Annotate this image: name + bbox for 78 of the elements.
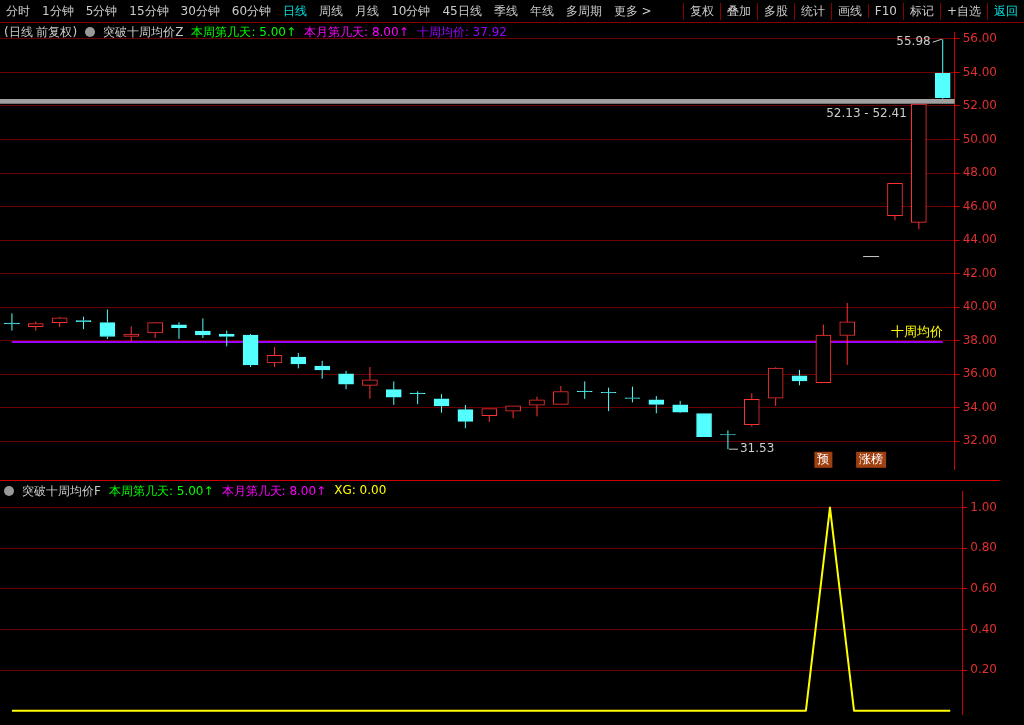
candlestick bbox=[600, 387, 617, 412]
y-tick-label: 1.00 bbox=[970, 499, 997, 514]
chart-subtitle: 突破十周均价Z bbox=[103, 24, 184, 41]
candlestick bbox=[266, 346, 283, 368]
y-tick-label: 46.00 bbox=[962, 198, 998, 213]
text: 30分钟 bbox=[179, 2, 221, 20]
y-tick-label: 42.00 bbox=[962, 265, 998, 280]
y-tick-label: 48.00 bbox=[962, 165, 998, 180]
y-tick-label: 38.00 bbox=[962, 332, 998, 347]
annotation: 涨榜 bbox=[859, 451, 884, 466]
annotation: 31.53 bbox=[739, 441, 775, 456]
y-tick-label: 50.00 bbox=[962, 131, 998, 146]
text: F10 bbox=[867, 4, 903, 18]
candlestick bbox=[648, 395, 665, 414]
text: 多周期 bbox=[564, 2, 603, 20]
text: 45日线 bbox=[441, 2, 483, 20]
candlestick bbox=[242, 334, 259, 368]
y-tick-label: 0.20 bbox=[970, 662, 997, 677]
y-tick-label: 54.00 bbox=[962, 64, 998, 79]
candlestick bbox=[51, 317, 68, 328]
candlestick bbox=[887, 182, 903, 221]
text: 复权 bbox=[682, 2, 720, 20]
annotation: 十周均价: 37.92 bbox=[416, 24, 507, 41]
text: 周线 bbox=[318, 2, 345, 20]
candlestick bbox=[481, 408, 498, 423]
candlestick bbox=[815, 324, 832, 384]
y-tick-label: 32.00 bbox=[962, 433, 998, 448]
y-tick-label: 52.00 bbox=[962, 98, 998, 113]
y-tick-label: 56.00 bbox=[962, 31, 998, 46]
chart-title: 突破十周均价F bbox=[22, 483, 101, 500]
y-tick-label: 36.00 bbox=[962, 366, 998, 381]
candlestick bbox=[409, 390, 426, 405]
annotation: 本周第几天: 5.00↑ bbox=[108, 483, 214, 500]
annotation: XG: 0.00 bbox=[334, 483, 387, 499]
y-tick-label: 0.60 bbox=[970, 580, 997, 595]
candlestick bbox=[791, 369, 808, 386]
y-tick-label: 44.00 bbox=[962, 232, 998, 247]
y-tick-label: 34.00 bbox=[962, 399, 998, 414]
ref-line-label: 十周均价 bbox=[890, 323, 943, 339]
text: 60分钟 bbox=[230, 2, 273, 20]
text: 多股 bbox=[756, 2, 794, 20]
text: 1分钟 bbox=[41, 2, 75, 20]
text: 分时 bbox=[5, 2, 31, 20]
text: 5分钟 bbox=[84, 2, 119, 20]
candlestick bbox=[911, 103, 927, 230]
candlestick bbox=[743, 392, 760, 428]
text: 10分钟 bbox=[390, 2, 432, 20]
annotation: 本月第几天: 8.00↑ bbox=[221, 483, 327, 500]
text: 日线 bbox=[282, 2, 309, 20]
annotation: 预 bbox=[817, 451, 830, 466]
text: 15分钟 bbox=[128, 2, 170, 20]
y-tick-label: 0.40 bbox=[970, 621, 997, 636]
candlestick bbox=[433, 393, 450, 414]
y-tick-label: 40.00 bbox=[962, 299, 998, 314]
candlestick bbox=[171, 321, 187, 340]
text: 叠加 bbox=[719, 2, 757, 20]
candlestick bbox=[385, 380, 402, 406]
candlestick bbox=[767, 367, 784, 407]
text: +自选 bbox=[939, 2, 987, 20]
text: 季线 bbox=[492, 2, 519, 20]
annotation: 55.98 bbox=[896, 34, 931, 49]
candlestick bbox=[4, 312, 20, 332]
annotation: 本月第几天: 8.00↑ bbox=[304, 24, 409, 41]
chart-title: (日线 前复权) bbox=[4, 24, 78, 41]
annotation: 本周第几天: 5.00↑ bbox=[191, 24, 297, 41]
text: 统计 bbox=[793, 2, 831, 20]
text: 返回 bbox=[987, 2, 1024, 20]
candlestick bbox=[576, 380, 593, 400]
y-tick-label: 0.80 bbox=[970, 540, 997, 555]
candlestick bbox=[672, 400, 689, 413]
text: 更多 > bbox=[612, 2, 653, 20]
band-label: 52.13 - 52.41 bbox=[826, 105, 907, 120]
text: 年线 bbox=[528, 2, 555, 20]
text: 标记 bbox=[902, 2, 940, 20]
text: 月线 bbox=[354, 2, 381, 20]
candlestick bbox=[27, 321, 44, 332]
candlestick bbox=[934, 38, 951, 99]
text: 画线 bbox=[830, 2, 868, 20]
